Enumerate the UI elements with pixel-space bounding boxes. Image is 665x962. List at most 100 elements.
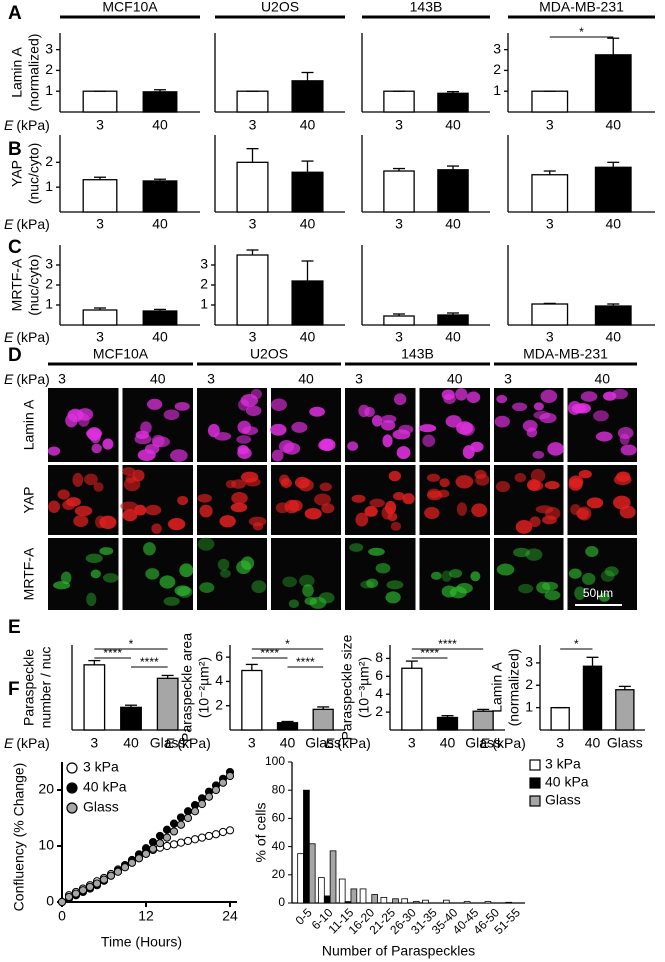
y-tick-label: 1 xyxy=(525,698,533,714)
point xyxy=(176,820,186,829)
nucleus xyxy=(145,504,162,516)
nucleus xyxy=(568,568,582,579)
nucleus xyxy=(214,431,232,441)
nucleus xyxy=(456,502,468,516)
nucleus xyxy=(574,586,586,600)
x-axis-label: E (kPa) xyxy=(4,371,50,387)
significance-label: **** xyxy=(438,637,457,651)
y-axis-label: number / nuc xyxy=(38,647,54,729)
nucleus xyxy=(236,435,252,444)
nucleus xyxy=(522,419,538,432)
x-tick-label: Glass xyxy=(607,735,643,751)
error-bar xyxy=(88,659,101,665)
significance-label: * xyxy=(579,25,584,39)
nucleus xyxy=(248,516,267,527)
point xyxy=(218,778,228,787)
x-axis-label: E (kPa) xyxy=(4,216,50,232)
nucleus xyxy=(455,475,474,489)
bar xyxy=(371,894,379,904)
nucleus xyxy=(159,575,176,589)
condition-label: 3 xyxy=(504,371,512,387)
row-label: YAP xyxy=(21,487,37,514)
significance-label: * xyxy=(129,637,134,651)
bar xyxy=(401,667,423,731)
point xyxy=(169,827,179,836)
x-axis-label-unit: (kPa) xyxy=(16,216,49,232)
nucleus xyxy=(304,507,322,520)
bar xyxy=(350,888,358,904)
x-tick-label: 40 xyxy=(585,735,601,751)
legend-label: 3 kPa xyxy=(545,756,581,772)
nucleus xyxy=(197,493,212,503)
nucleus xyxy=(170,449,188,462)
nucleus xyxy=(495,480,510,493)
bar xyxy=(582,665,603,731)
panel-letter: D xyxy=(8,345,22,366)
y-tick-label: 3 xyxy=(200,256,208,272)
nucleus xyxy=(540,389,558,403)
y-axis-label: MRTF-A xyxy=(9,258,25,311)
nucleus xyxy=(238,398,250,411)
point xyxy=(113,867,123,876)
nucleus xyxy=(620,444,637,456)
nucleus xyxy=(237,447,252,459)
y-tick-label: 2 xyxy=(45,276,53,292)
bar xyxy=(318,877,325,904)
nucleus xyxy=(513,547,530,558)
point xyxy=(134,854,144,863)
nucleus xyxy=(231,491,248,505)
x-tick-label: 40 xyxy=(445,216,461,232)
point xyxy=(176,813,186,822)
error-bar xyxy=(125,704,137,708)
nucleus xyxy=(598,592,610,602)
bar xyxy=(437,92,469,113)
bar xyxy=(142,91,178,113)
legend-label: 3 kPa xyxy=(83,759,119,775)
nucleus xyxy=(525,548,543,561)
bar xyxy=(531,303,569,326)
error-bar xyxy=(246,148,259,163)
y-tick-label: 3 xyxy=(45,40,53,56)
nucleus xyxy=(398,424,414,434)
panel-letter: C xyxy=(8,237,22,258)
nucleus xyxy=(48,500,61,514)
bar xyxy=(422,899,429,904)
condition-label: 3 xyxy=(58,371,66,387)
error-bar xyxy=(405,660,418,669)
significance-label: **** xyxy=(103,646,122,660)
significance-label: **** xyxy=(420,646,439,660)
column-title: U2OS xyxy=(250,346,288,362)
nucleus xyxy=(456,421,473,435)
nucleus xyxy=(604,566,619,577)
row-label: MRTF-A xyxy=(21,547,37,600)
nucleus xyxy=(470,571,481,582)
nucleus xyxy=(57,489,70,500)
nucleus xyxy=(145,568,160,580)
point xyxy=(211,830,221,839)
nucleus xyxy=(199,582,215,593)
nucleus xyxy=(381,506,393,520)
nucleus xyxy=(99,547,114,556)
bar xyxy=(241,669,263,731)
y-tick-label: 2 xyxy=(375,703,383,719)
bar xyxy=(505,901,513,904)
nucleus xyxy=(381,414,397,424)
nucleus xyxy=(593,410,609,422)
scale-bar-label: 50µm xyxy=(583,586,613,600)
point xyxy=(57,897,67,907)
nucleus xyxy=(542,581,559,591)
error-bar xyxy=(154,89,166,92)
bar xyxy=(472,710,494,731)
error-bar xyxy=(447,312,459,315)
point xyxy=(99,875,109,884)
nucleus xyxy=(439,478,450,488)
nucleus xyxy=(496,563,515,576)
x-axis-label-symbol: E xyxy=(4,735,14,751)
nucleus xyxy=(278,439,295,453)
point xyxy=(148,837,158,847)
nucleus xyxy=(582,572,596,585)
nucleus xyxy=(134,504,147,516)
nucleus xyxy=(441,389,455,401)
nucleus xyxy=(369,498,385,508)
nucleus xyxy=(347,441,359,451)
